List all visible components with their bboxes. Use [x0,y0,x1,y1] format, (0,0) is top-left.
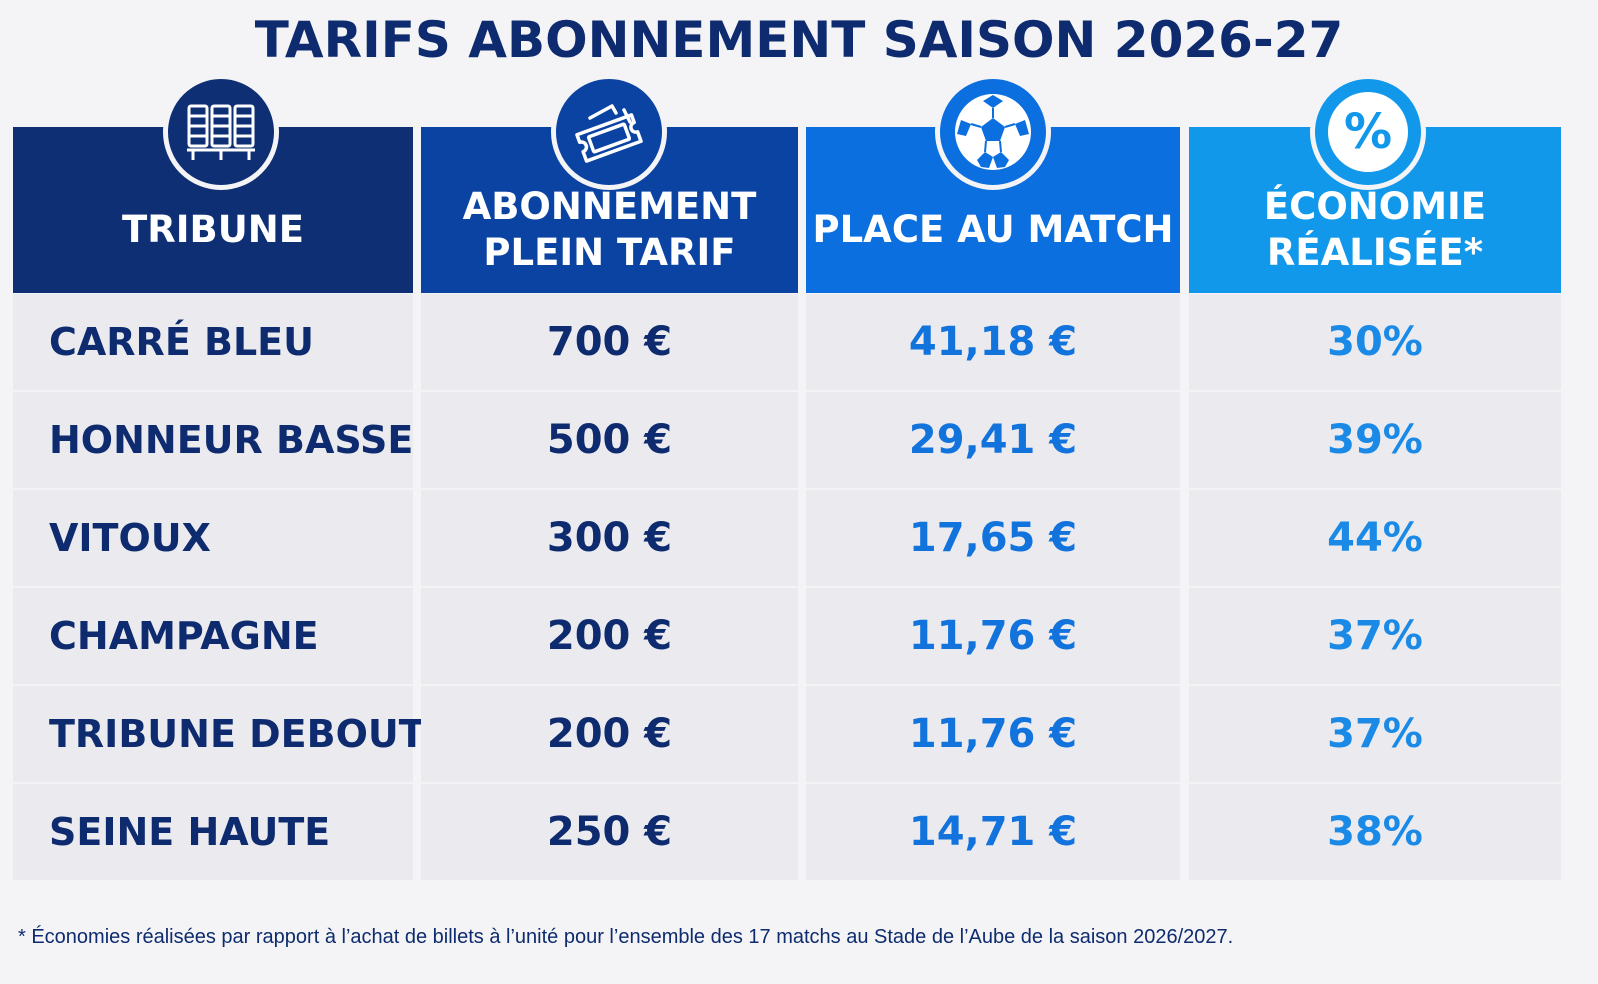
cell-place-text: 17,65 € [908,515,1078,561]
cell-tribune-text: HONNEUR BASSE [49,418,414,462]
cell-tribune-text: VITOUX [49,516,211,560]
cell-place-text: 41,18 € [908,319,1078,365]
cell-tribune-text: TRIBUNE DEBOUT [49,712,425,756]
cell-economie-text: 44% [1327,515,1423,561]
cell-abonnement: 700 € [421,294,798,390]
cell-abonnement: 250 € [421,784,798,880]
cell-economie-text: 38% [1327,809,1423,855]
header-place-label: PLACE AU MATCH [812,208,1174,251]
cell-tribune-text: CARRÉ BLEU [49,320,314,364]
cell-economie: 38% [1189,784,1561,880]
cell-tribune: HONNEUR BASSE [13,392,413,488]
cell-abonnement-text: 500 € [546,417,673,463]
cell-economie: 37% [1189,686,1561,782]
cell-abonnement: 500 € [421,392,798,488]
cell-tribune-text: SEINE HAUTE [49,810,331,854]
cell-place: 41,18 € [806,294,1180,390]
stadium-seats-icon [163,74,279,190]
cell-abonnement: 200 € [421,686,798,782]
header-economie-label: ÉCONOMIE RÉALISÉE* [1263,185,1487,274]
header-place: PLACE AU MATCH [806,127,1180,293]
cell-economie-text: 30% [1327,319,1423,365]
cell-economie: 30% [1189,294,1561,390]
footnote: * Économies réalisées par rapport à l’ac… [18,926,1234,948]
cell-tribune: SEINE HAUTE [13,784,413,880]
cell-place: 11,76 € [806,686,1180,782]
cell-economie-text: 37% [1327,711,1423,757]
cell-abonnement-text: 200 € [546,613,673,659]
page-title: TARIFS ABONNEMENT SAISON 2026-27 [254,11,1344,69]
cell-abonnement-text: 300 € [546,515,673,561]
header-tribune-label: TRIBUNE [122,208,304,251]
ticket-icon [551,74,667,190]
soccer-ball-icon [935,74,1051,190]
cell-abonnement-text: 200 € [546,711,673,757]
cell-tribune: CHAMPAGNE [13,588,413,684]
cell-tribune: CARRÉ BLEU [13,294,413,390]
cell-abonnement: 200 € [421,588,798,684]
cell-abonnement-text: 700 € [546,319,673,365]
cell-economie: 37% [1189,588,1561,684]
cell-place-text: 29,41 € [908,417,1078,463]
cell-place: 17,65 € [806,490,1180,586]
cell-place: 14,71 € [806,784,1180,880]
cell-abonnement-text: 250 € [546,809,673,855]
cell-tribune: TRIBUNE DEBOUT [13,686,425,782]
cell-economie-text: 39% [1327,417,1423,463]
cell-place-text: 14,71 € [908,809,1078,855]
cell-place-text: 11,76 € [908,711,1078,757]
cell-place: 29,41 € [806,392,1180,488]
cell-tribune-text: CHAMPAGNE [49,614,319,658]
percent-icon: % [1310,74,1426,190]
cell-place: 11,76 € [806,588,1180,684]
cell-place-text: 11,76 € [908,613,1078,659]
cell-economie: 44% [1189,490,1561,586]
cell-economie: 39% [1189,392,1561,488]
cell-abonnement: 300 € [421,490,798,586]
cell-economie-text: 37% [1327,613,1423,659]
header-abonnement-label: ABONNEMENT PLEIN TARIF [462,185,757,274]
header-abonnement: ABONNEMENT PLEIN TARIF [421,127,798,293]
cell-tribune: VITOUX [13,490,413,586]
